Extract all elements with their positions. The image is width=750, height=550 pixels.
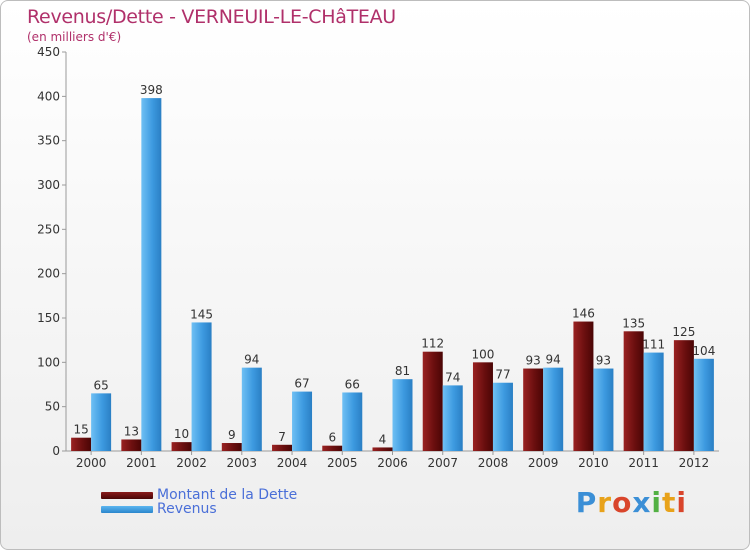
chart-subtitle: (en milliers d'€) <box>27 30 122 44</box>
bar-debt <box>372 447 393 451</box>
bar-revenue <box>141 98 162 452</box>
x-tick-label: 2009 <box>528 456 559 470</box>
x-tick-label: 2000 <box>76 456 107 470</box>
bar-debt <box>523 368 544 451</box>
bar-debt <box>71 437 92 451</box>
bar-debt <box>322 445 343 451</box>
bar-revenue <box>593 368 614 451</box>
logo-letter: t <box>662 486 677 519</box>
y-tick-label: 300 <box>37 178 60 192</box>
bar-revenue <box>643 352 664 451</box>
bar-debt <box>673 340 694 451</box>
x-tick-label: 2003 <box>227 456 258 470</box>
legend-item-revenue: Revenus <box>101 501 217 517</box>
data-label-debt: 7 <box>278 430 286 444</box>
x-tick-label: 2006 <box>377 456 408 470</box>
data-label-debt: 100 <box>472 347 495 361</box>
bar-debt <box>422 351 443 451</box>
data-label-revenue: 94 <box>244 353 259 367</box>
x-tick-label: 2012 <box>679 456 710 470</box>
x-tick-label: 2004 <box>277 456 308 470</box>
x-tick-label: 2011 <box>628 456 659 470</box>
chart-title: Revenus/Dette - VERNEUIL-LE-CHâTEAU <box>27 6 396 28</box>
logo-letter: r <box>597 486 613 519</box>
legend-label-debt: Montant de la Dette <box>157 487 298 503</box>
bar-revenue <box>543 367 564 451</box>
data-label-debt: 9 <box>228 428 236 442</box>
data-label-revenue: 65 <box>93 378 108 392</box>
data-label-revenue: 67 <box>294 377 309 391</box>
legend-swatch-revenue <box>101 505 153 513</box>
data-label-revenue: 93 <box>596 354 611 368</box>
data-label-debt: 125 <box>672 325 695 339</box>
data-label-debt: 15 <box>73 423 88 437</box>
bar-debt <box>472 362 493 451</box>
data-label-debt: 4 <box>379 432 387 446</box>
logo-letter: P <box>575 486 598 519</box>
bar-debt <box>573 321 594 451</box>
bar-revenue <box>342 392 363 451</box>
data-label-revenue: 74 <box>445 370 460 384</box>
x-tick-label: 2007 <box>427 456 458 470</box>
bar-revenue <box>292 391 313 451</box>
data-label-revenue: 94 <box>546 353 561 367</box>
y-tick-label: 100 <box>37 355 60 369</box>
bar-revenue <box>492 382 513 451</box>
y-tick-label: 400 <box>37 89 60 103</box>
data-label-debt: 135 <box>622 316 645 330</box>
data-label-debt: 6 <box>328 431 336 445</box>
data-label-debt: 93 <box>526 354 541 368</box>
logo-letter: i <box>676 486 687 519</box>
bar-revenue <box>91 393 112 451</box>
data-label-debt: 146 <box>572 307 595 321</box>
logo-letter: o <box>612 486 633 519</box>
x-tick-label: 2008 <box>478 456 509 470</box>
bar-revenue <box>241 367 262 451</box>
y-tick-label: 200 <box>37 267 60 281</box>
y-tick-label: 350 <box>37 134 60 148</box>
y-tick-label: 0 <box>52 444 60 458</box>
x-tick-label: 2002 <box>176 456 207 470</box>
x-tick-label: 2010 <box>578 456 609 470</box>
bar-revenue <box>693 358 714 451</box>
data-label-debt: 10 <box>174 427 189 441</box>
logo-letter: x <box>632 486 652 519</box>
data-label-revenue: 81 <box>395 364 410 378</box>
data-label-revenue: 398 <box>140 83 163 97</box>
legend-item-debt: Montant de la Dette <box>101 487 297 503</box>
bar-revenue <box>392 379 413 451</box>
logo-letter: i <box>651 486 662 519</box>
legend-label-revenue: Revenus <box>157 501 217 517</box>
proxiti-logo: Proxiti <box>576 486 687 519</box>
data-label-revenue: 111 <box>642 338 665 352</box>
bar-revenue <box>191 322 212 451</box>
data-label-revenue: 145 <box>190 307 213 321</box>
data-label-revenue: 104 <box>692 344 715 358</box>
bar-debt <box>623 331 644 451</box>
y-tick-label: 250 <box>37 222 60 236</box>
x-tick-label: 2001 <box>126 456 157 470</box>
bar-debt <box>272 444 293 451</box>
legend-swatch-debt <box>101 491 153 499</box>
bar-debt <box>171 442 192 451</box>
bar-revenue <box>442 385 463 451</box>
bar-debt <box>221 443 242 451</box>
y-tick-label: 150 <box>37 311 60 325</box>
bar-debt <box>121 439 142 451</box>
data-label-debt: 13 <box>124 424 139 438</box>
x-tick-label: 2005 <box>327 456 358 470</box>
y-tick-label: 450 <box>37 45 60 59</box>
data-label-revenue: 66 <box>345 377 360 391</box>
y-tick-label: 50 <box>45 400 60 414</box>
data-label-revenue: 77 <box>495 368 510 382</box>
data-label-debt: 112 <box>421 337 444 351</box>
